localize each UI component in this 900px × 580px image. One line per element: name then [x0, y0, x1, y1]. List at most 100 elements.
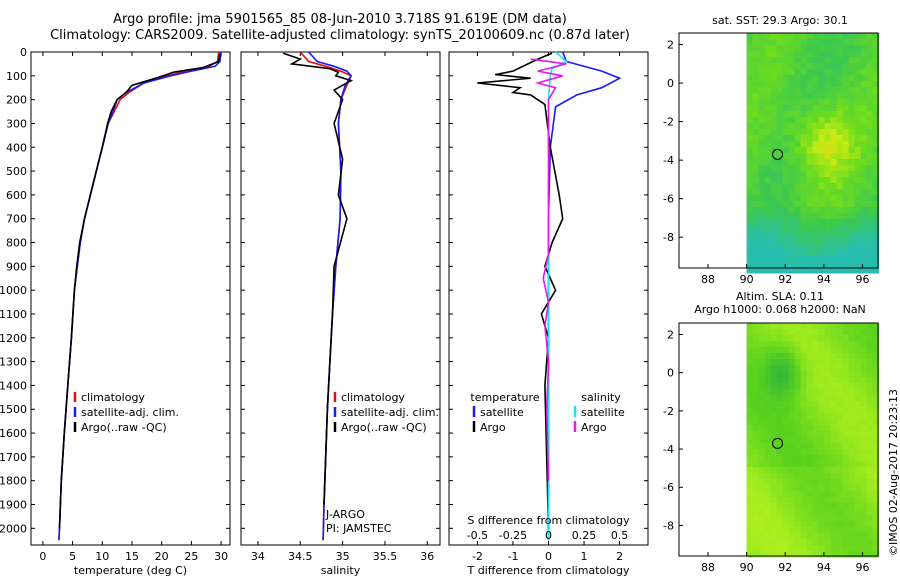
difference-top-tick-label: 0.25: [572, 529, 597, 542]
salinity-profile-xtick-label: 35: [336, 550, 350, 563]
depth-tick-label: 700: [6, 213, 27, 226]
sst-map-xtick-label: 88: [701, 273, 715, 286]
salinity-profile-frame: [240, 51, 441, 546]
sla-map-argo-marker: [772, 437, 784, 449]
difference-profile-xtick-label: 0: [545, 550, 552, 563]
sla-map-cells: [746, 323, 880, 558]
sla-map-ytick-label: -8: [663, 519, 674, 532]
depth-tick-label: 500: [6, 165, 27, 178]
difference-profile-xtick-label: -2: [472, 550, 483, 563]
difference-top-tick-label: 0.5: [611, 529, 629, 542]
sla-map-title: Altim. SLA: 0.11: [735, 290, 825, 303]
salinity-profile-xtick-label: 34: [251, 550, 265, 563]
legend-label: Argo(..raw -QC): [341, 421, 427, 434]
legend-label: satellite-adj. clim.: [341, 406, 439, 419]
legend-label: satellite: [480, 406, 524, 419]
depth-tick-label: 1000: [0, 284, 27, 297]
temperature-profile-xtick-label: 15: [125, 550, 139, 563]
salinity-profile-xtick-label: 36: [420, 550, 434, 563]
legend-label: Argo: [480, 421, 506, 434]
series-line-argo-raw-qc-: [58, 53, 221, 529]
difference-top-tick-label: -0.25: [499, 529, 527, 542]
depth-tick-label: 800: [6, 237, 27, 250]
temperature-profile-xtick-label: 30: [214, 550, 228, 563]
difference-profile-xlabel: T difference from climatology: [467, 564, 630, 577]
depth-tick-label: 600: [6, 189, 27, 202]
sla-map-xtick-label: 90: [740, 561, 754, 574]
series-line-argo-raw-qc-: [283, 52, 354, 505]
sla-map-xtick-label: 88: [701, 561, 715, 574]
sst-map-argo-marker: [772, 148, 784, 160]
depth-tick-label: 1300: [0, 356, 27, 369]
difference-profile-xtick-label: 1: [581, 550, 588, 563]
depth-tick-label: 200: [6, 94, 27, 107]
salinity-profile-xtick-label: 35.5: [373, 550, 398, 563]
sla-map-ytick-label: -4: [663, 443, 674, 456]
depth-tick-label: 1500: [0, 403, 27, 416]
temperature-profile-xlabel: temperature (deg C): [74, 564, 187, 577]
sst-map-xtick-label: 90: [740, 273, 754, 286]
legend-label: Argo(..raw -QC): [81, 421, 167, 434]
temperature-profile-xtick-label: 25: [184, 550, 198, 563]
difference-top-tick-label: -0.5: [467, 529, 488, 542]
figure-title-line2: Climatology: CARS2009. Satellite-adjuste…: [50, 28, 630, 43]
sst-map-ytick-label: -6: [663, 193, 674, 206]
series-line-temperature-argo: [477, 52, 564, 529]
depth-tick-label: 2000: [0, 522, 27, 535]
sla-map-frame: [678, 322, 879, 557]
sla-map-ytick-label: 2: [667, 328, 674, 341]
depth-tick-label: 1200: [0, 332, 27, 345]
sla-map-xtick-label: 96: [856, 561, 870, 574]
legend-label: Argo: [581, 421, 607, 434]
legend-title-salinity: salinity: [581, 391, 621, 404]
difference-profile-xtick-label: -1: [507, 550, 518, 563]
temperature-profile-xtick-label: 10: [95, 550, 109, 563]
sst-map-xtick-label: 94: [817, 273, 831, 286]
depth-tick-label: 100: [6, 70, 27, 83]
legend-label: climatology: [341, 391, 405, 404]
sst-map-ytick-label: 0: [667, 77, 674, 90]
series-line-temperature-satellite: [547, 51, 622, 541]
depth-tick-label: 1600: [0, 427, 27, 440]
temperature-profile-xtick-label: 0: [39, 550, 46, 563]
difference-profile-xtick-label: 2: [616, 550, 623, 563]
sst-map-ytick-label: -8: [663, 231, 674, 244]
legend-label: satellite: [581, 406, 625, 419]
difference-top-label: S difference from climatology: [467, 514, 630, 527]
sst-map-xtick-label: 96: [856, 273, 870, 286]
temperature-profile-xtick-label: 20: [155, 550, 169, 563]
sla-map-ytick-label: 0: [667, 367, 674, 380]
annotation-pi: PI: JAMSTEC: [326, 522, 392, 535]
sst-map-ytick-label: -2: [663, 116, 674, 129]
depth-tick-label: 1900: [0, 499, 27, 512]
depth-tick-label: 900: [6, 260, 27, 273]
sla-map-xtick-label: 92: [778, 561, 792, 574]
legend-title-temperature: temperature: [470, 391, 539, 404]
temperature-profile-xtick-label: 5: [69, 550, 76, 563]
sla-map-ytick-label: -6: [663, 481, 674, 494]
depth-tick-label: 1100: [0, 308, 27, 321]
sla-map-subtitle: Argo h1000: 0.068 h2000: NaN: [694, 303, 866, 316]
figure-title-line1: Argo profile: jma 5901565_85 08-Jun-2010…: [113, 12, 567, 27]
salinity-profile-xtick-label: 34.5: [288, 550, 313, 563]
depth-tick-label: 400: [6, 141, 27, 154]
series-line-salinity-argo: [530, 58, 567, 481]
depth-tick-label: 1700: [0, 451, 27, 464]
depth-tick-label: 1400: [0, 379, 27, 392]
legend-label: satellite-adj. clim.: [81, 406, 179, 419]
sla-map-ytick-label: -2: [663, 405, 674, 418]
salinity-profile-xlabel: salinity: [321, 564, 361, 577]
depth-tick-label: 300: [6, 117, 27, 130]
annotation-jargo: J-ARGO: [325, 508, 365, 521]
sst-map-cells: [746, 33, 880, 274]
difference-top-tick-label: 0: [545, 529, 552, 542]
sla-map-xtick-label: 94: [817, 561, 831, 574]
sst-map-ytick-label: -4: [663, 154, 674, 167]
sst-map-title: sat. SST: 29.3 Argo: 30.1: [712, 14, 848, 27]
temperature-profile-frame: [30, 51, 231, 546]
depth-tick-label: 0: [20, 46, 27, 59]
sst-map-ytick-label: 2: [667, 39, 674, 52]
sst-map-xtick-label: 92: [778, 273, 792, 286]
depth-tick-label: 1800: [0, 475, 27, 488]
